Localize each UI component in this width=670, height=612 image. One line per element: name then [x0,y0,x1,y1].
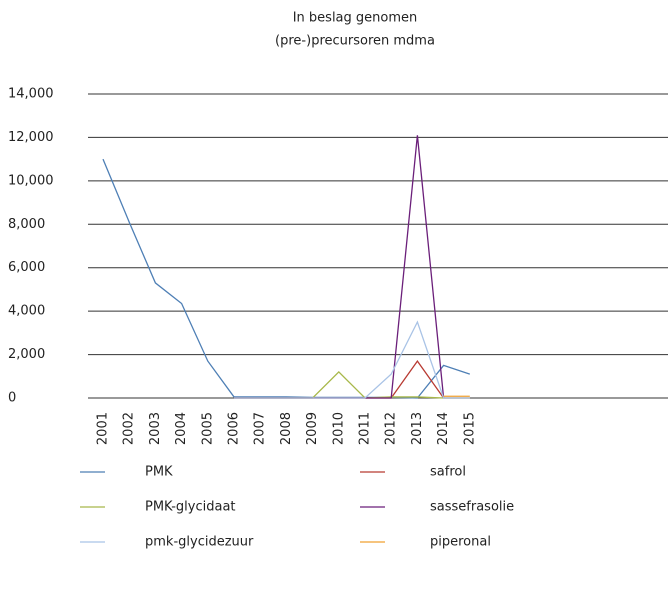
chart-title: In beslag genomen [293,11,418,26]
y-tick-label: 10,000 [8,173,54,188]
x-tick-label: 2003 [148,412,163,445]
series-line [234,320,470,399]
legend-label: PMK [145,465,173,480]
legend-label: piperonal [430,535,491,550]
x-tick-label: 2008 [279,412,294,445]
x-tick-label: 2010 [331,412,346,445]
legend-label: pmk-glycidezuur [145,535,254,550]
series-line [102,158,471,399]
y-tick-label: 14,000 [8,87,54,102]
y-tick-label: 12,000 [8,130,54,145]
x-tick-label: 2006 [227,412,242,445]
x-tick-label: 2001 [96,412,111,445]
y-tick-label: 2,000 [8,347,45,362]
x-tick-label: 2005 [200,412,215,445]
legend-label: PMK-glycidaat [145,500,236,515]
series-line [234,135,445,399]
x-tick-label: 2012 [384,412,399,445]
x-tick-label: 2011 [358,412,373,445]
y-tick-label: 6,000 [8,260,45,275]
x-tick-label: 2015 [462,412,477,445]
x-tick-label: 2014 [436,412,451,445]
x-tick-label: 2002 [122,412,137,445]
chart-subtitle: (pre-)precursoren mdma [275,34,435,49]
x-tick-label: 2013 [410,412,425,445]
y-tick-label: 4,000 [8,304,45,319]
legend-label: sassefrasolie [430,500,514,515]
series-line [234,359,470,399]
y-tick-label: 0 [8,391,16,406]
legend-label: safrol [430,465,466,480]
y-tick-label: 8,000 [8,217,45,232]
x-tick-label: 2009 [305,412,320,445]
x-tick-label: 2007 [253,412,268,445]
x-tick-label: 2004 [174,412,189,445]
